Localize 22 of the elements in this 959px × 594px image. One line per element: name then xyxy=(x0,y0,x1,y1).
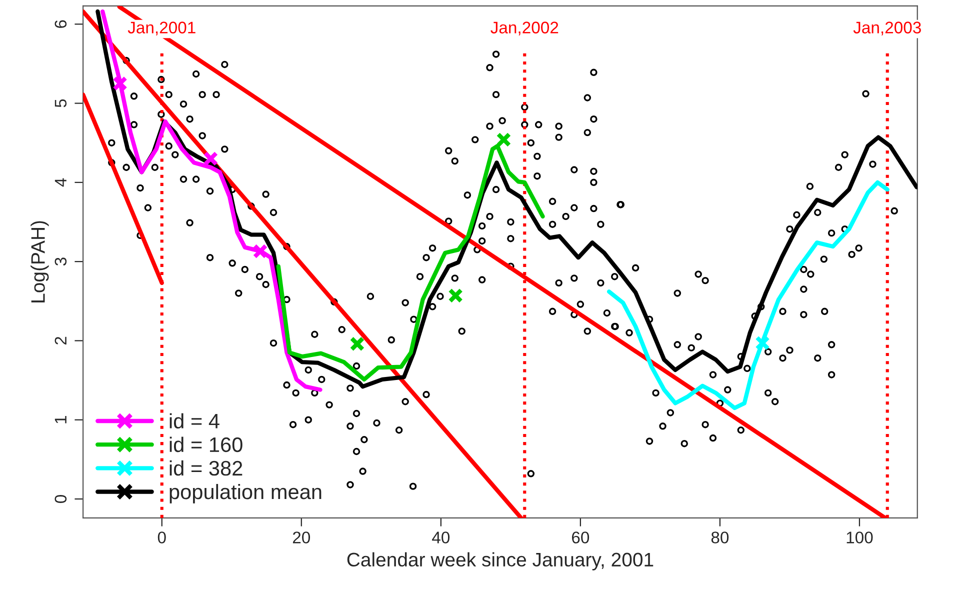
ref-line-label: Jan,2002 xyxy=(490,22,558,36)
x-tick-label: 40 xyxy=(432,532,450,544)
y-tick-label: 4 xyxy=(54,178,66,187)
y-tick-label: 2 xyxy=(54,336,66,344)
ref-line-label: Jan,2003 xyxy=(853,22,921,36)
x-tick-label: 0 xyxy=(158,532,166,544)
y-tick-label: 5 xyxy=(54,99,67,108)
y-tick-label: 1 xyxy=(54,416,66,424)
y-tick-label: 6 xyxy=(54,20,67,28)
y-axis-title: Log(PAH) xyxy=(30,221,49,302)
x-tick-label: 80 xyxy=(711,532,729,544)
ref-line-label: Jan,2001 xyxy=(128,22,196,36)
x-tick-label: 100 xyxy=(846,532,873,544)
x-axis-title: Calendar week since January, 2001 xyxy=(347,552,654,570)
y-tick-label: 3 xyxy=(54,258,67,266)
legend-label: id = 4 xyxy=(170,413,220,429)
y-tick-label: 0 xyxy=(54,494,67,503)
x-tick-label: 60 xyxy=(572,532,590,544)
legend-label: id = 382 xyxy=(170,460,242,476)
legend-label: id = 160 xyxy=(170,436,242,452)
x-tick-label: 20 xyxy=(292,532,310,544)
legend-label: population mean xyxy=(170,484,322,504)
